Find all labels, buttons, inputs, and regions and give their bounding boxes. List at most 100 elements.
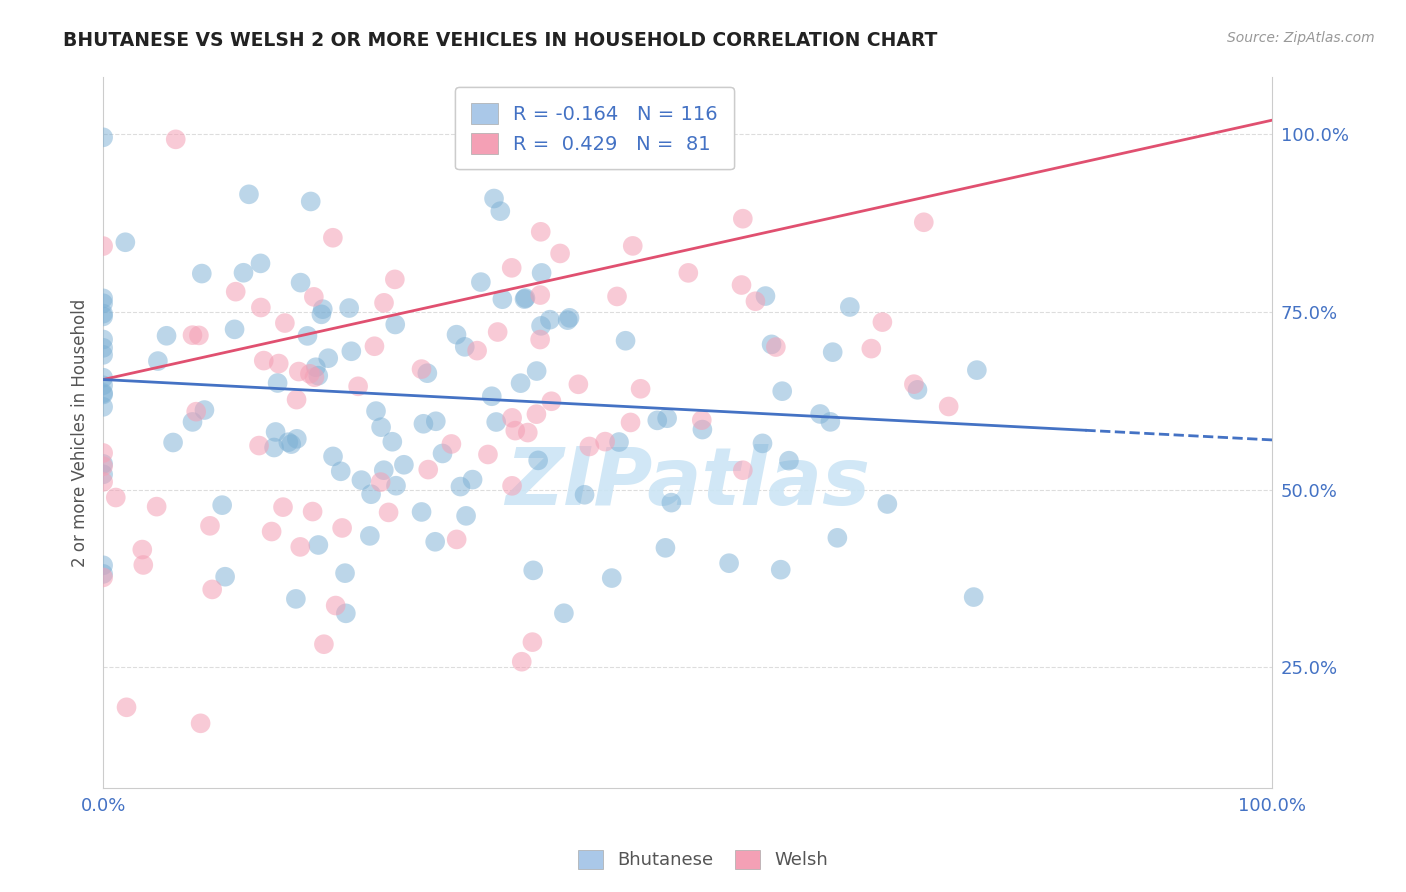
Point — [903, 377, 925, 392]
Point — [731, 211, 754, 226]
Point — [449, 479, 471, 493]
Point — [692, 423, 714, 437]
Point — [304, 370, 326, 384]
Point — [527, 453, 550, 467]
Point — [515, 291, 537, 305]
Point — [91, 459, 114, 474]
Point — [280, 437, 302, 451]
Point — [201, 582, 224, 597]
Point — [838, 300, 860, 314]
Legend: R = -0.164   N = 116, R =  0.429   N =  81: R = -0.164 N = 116, R = 0.429 N = 81 — [456, 87, 734, 169]
Point — [860, 342, 883, 356]
Point — [260, 524, 283, 539]
Point — [907, 383, 929, 397]
Point — [522, 635, 544, 649]
Point — [91, 400, 114, 414]
Point — [131, 542, 153, 557]
Point — [335, 607, 357, 621]
Point — [489, 204, 512, 219]
Point — [301, 505, 323, 519]
Point — [347, 379, 370, 393]
Point — [360, 487, 382, 501]
Point — [305, 360, 328, 375]
Point — [529, 288, 551, 302]
Point — [654, 541, 676, 555]
Point — [285, 392, 308, 407]
Point — [574, 488, 596, 502]
Point — [744, 294, 766, 309]
Point — [191, 267, 214, 281]
Point — [225, 285, 247, 299]
Point — [145, 500, 167, 514]
Point — [312, 637, 335, 651]
Point — [322, 450, 344, 464]
Point — [501, 260, 523, 275]
Point — [486, 325, 509, 339]
Point — [307, 538, 329, 552]
Point — [718, 556, 741, 570]
Point — [91, 570, 114, 584]
Point — [501, 479, 523, 493]
Point — [91, 130, 114, 145]
Point — [187, 328, 209, 343]
Point — [384, 318, 406, 332]
Point — [290, 276, 312, 290]
Point — [678, 266, 700, 280]
Point — [91, 239, 114, 253]
Point — [963, 590, 986, 604]
Point — [454, 508, 477, 523]
Text: Source: ZipAtlas.com: Source: ZipAtlas.com — [1227, 31, 1375, 45]
Point — [501, 410, 523, 425]
Point — [311, 307, 333, 321]
Point — [214, 570, 236, 584]
Point — [364, 404, 387, 418]
Point — [91, 566, 114, 581]
Point — [416, 366, 439, 380]
Point — [373, 295, 395, 310]
Point — [370, 475, 392, 489]
Point — [325, 599, 347, 613]
Point — [548, 246, 571, 260]
Point — [91, 378, 114, 392]
Point — [162, 435, 184, 450]
Point — [132, 558, 155, 572]
Point — [412, 417, 434, 431]
Point — [425, 414, 447, 428]
Point — [91, 333, 114, 347]
Point — [190, 716, 212, 731]
Point — [593, 434, 616, 449]
Point — [769, 563, 792, 577]
Point — [614, 334, 637, 348]
Point — [425, 534, 447, 549]
Point — [363, 339, 385, 353]
Point — [630, 382, 652, 396]
Point — [411, 505, 433, 519]
Point — [411, 362, 433, 376]
Point — [333, 566, 356, 581]
Point — [600, 571, 623, 585]
Point — [297, 329, 319, 343]
Point — [373, 463, 395, 477]
Point — [526, 407, 548, 421]
Point — [754, 289, 776, 303]
Point — [370, 420, 392, 434]
Point — [655, 411, 678, 425]
Point — [765, 340, 787, 354]
Point — [193, 403, 215, 417]
Point — [513, 292, 536, 306]
Point — [224, 322, 246, 336]
Point — [247, 439, 270, 453]
Point — [529, 333, 551, 347]
Point — [350, 473, 373, 487]
Point — [418, 462, 440, 476]
Point — [264, 425, 287, 439]
Point — [91, 348, 114, 362]
Point — [381, 434, 404, 449]
Point — [198, 518, 221, 533]
Point — [302, 290, 325, 304]
Point — [232, 266, 254, 280]
Point — [938, 400, 960, 414]
Point — [104, 491, 127, 505]
Point — [540, 394, 562, 409]
Text: BHUTANESE VS WELSH 2 OR MORE VEHICLES IN HOUSEHOLD CORRELATION CHART: BHUTANESE VS WELSH 2 OR MORE VEHICLES IN… — [63, 31, 938, 50]
